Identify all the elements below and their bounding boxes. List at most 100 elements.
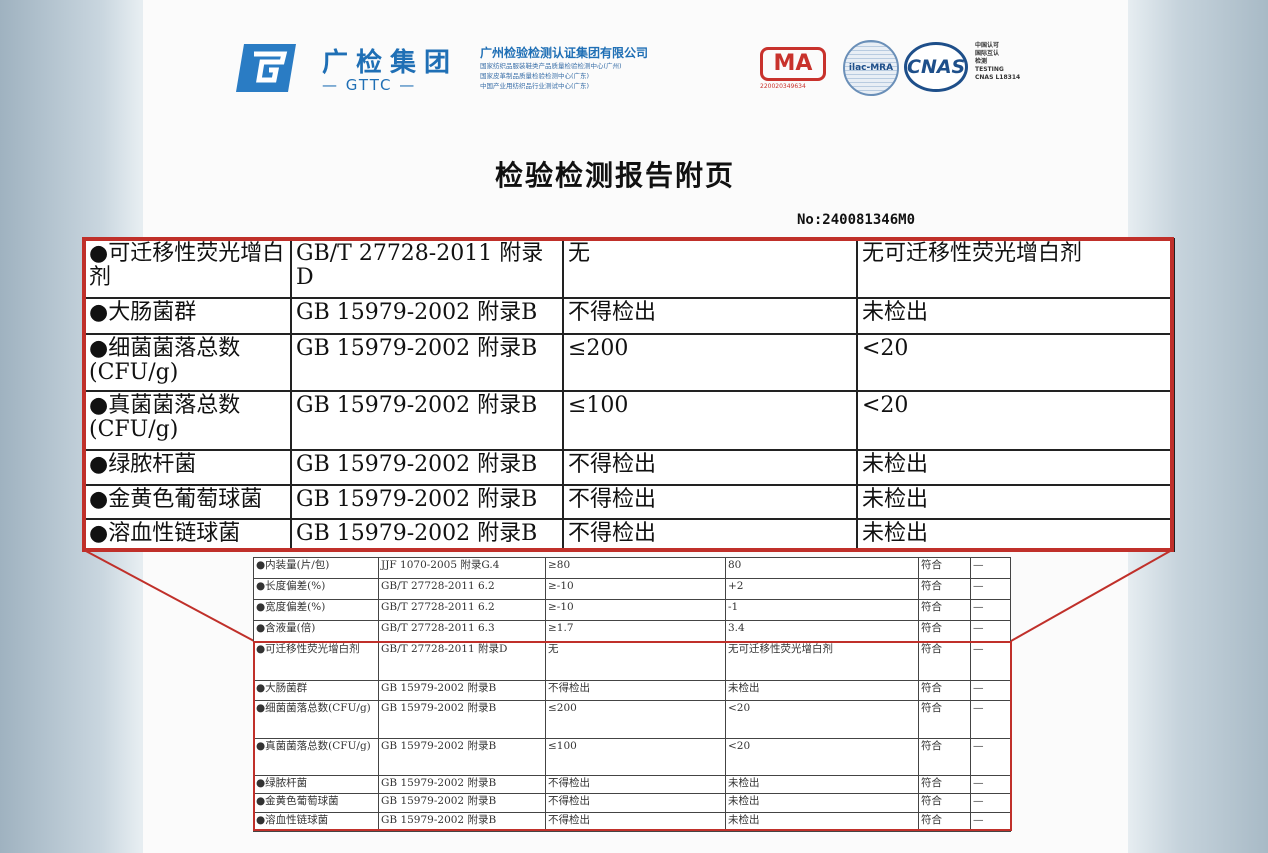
remark-cell: — xyxy=(970,700,1011,739)
item-name-cell: ●绿脓杆菌 xyxy=(83,449,292,486)
test-method-cell: GB 15979-2002 附录B xyxy=(290,390,564,451)
page-title: 检验检测报告附页 xyxy=(494,159,735,192)
result-cell: 80 xyxy=(725,557,919,579)
company-subline: 国家纺织品服装鞋类产品质量检验检测中心(广州) xyxy=(480,62,622,70)
test-method-cell: GB 15979-2002 附录B xyxy=(378,775,546,794)
judgement-cell: 符合 xyxy=(918,700,971,739)
item-name-cell: ●真菌菌落总数(CFU/g) xyxy=(83,390,292,451)
test-method-cell: GB 15979-2002 附录B xyxy=(378,700,546,739)
judgement-cell: 符合 xyxy=(918,578,971,600)
item-name-cell: ●宽度偏差(%) xyxy=(253,599,379,621)
result-cell: 未检出 xyxy=(856,518,1175,552)
requirement-cell: 不得检出 xyxy=(545,775,726,794)
result-cell: -1 xyxy=(725,599,919,621)
zoomed-results-table: ●可迁移性荧光增白剂 GB/T 27728-2011 附录D 无无可迁移性荧光增白剂… xyxy=(83,238,1175,552)
remark-cell: — xyxy=(970,680,1011,701)
item-name-cell: ●可迁移性荧光增白剂 xyxy=(253,641,379,681)
remark-cell: — xyxy=(970,641,1011,681)
requirement-cell: 不得检出 xyxy=(562,484,858,520)
requirement-cell: ≤200 xyxy=(562,333,858,392)
gttc-logo-icon xyxy=(236,44,296,92)
item-name-cell: ●细菌菌落总数(CFU/g) xyxy=(253,700,379,739)
requirement-cell: 不得检出 xyxy=(545,793,726,813)
table-row: ●金黄色葡萄球菌 GB 15979-2002 附录B 不得检出 未检出 xyxy=(83,484,1175,520)
table-row: ●金黄色葡萄球菌 GB 15979-2002 附录B 不得检出 未检出 符合 — xyxy=(253,793,1011,813)
company-subline: 国家皮革制品质量检验检测中心(广东) xyxy=(480,72,590,80)
requirement-cell: ≤100 xyxy=(545,738,726,776)
result-cell: <20 xyxy=(856,333,1175,392)
test-method-cell: GB 15979-2002 附录B xyxy=(290,333,564,392)
cnas-side-text: 中国认可 国际互认 检测 TESTING CNAS L18314 xyxy=(975,42,1021,81)
table-row: ●宽度偏差(%) GB/T 27728-2011 6.2 ≥-10 -1 符合 — xyxy=(253,599,1011,621)
item-name-cell: ●绿脓杆菌 xyxy=(253,775,379,794)
result-cell: 未检出 xyxy=(856,297,1175,335)
remark-cell: — xyxy=(970,775,1011,794)
table-row: ●内装量(片/包) JJF 1070-2005 附录G.4 ≥80 80 符合 — xyxy=(253,557,1011,579)
table-row: ●绿脓杆菌 GB 15979-2002 附录B 不得检出 未检出 xyxy=(83,449,1175,486)
cnas-logo-icon: CNAS xyxy=(904,42,968,92)
test-method-cell: GB/T 27728-2011 6.2 xyxy=(378,578,546,600)
item-name-cell: ●大肠菌群 xyxy=(83,297,292,335)
table-row: ●大肠菌群 GB 15979-2002 附录B 不得检出 未检出 xyxy=(83,297,1175,335)
result-cell: 无可迁移性荧光增白剂 xyxy=(856,238,1175,299)
table-row: ●可迁移性荧光增白剂 GB/T 27728-2011 附录D 无无可迁移性荧光增白剂 xyxy=(83,238,1175,299)
table-row: ●溶血性链球菌 GB 15979-2002 附录B 不得检出 未检出 符合 — xyxy=(253,812,1011,832)
judgement-cell: 符合 xyxy=(918,775,971,794)
requirement-cell: ≤200 xyxy=(545,700,726,739)
test-method-cell: GB 15979-2002 附录B xyxy=(290,297,564,335)
judgement-cell: 符合 xyxy=(918,793,971,813)
test-method-cell: GB 15979-2002 附录B xyxy=(290,484,564,520)
requirement-cell: 无 xyxy=(562,238,858,299)
item-name-cell: ●溶血性链球菌 xyxy=(253,812,379,832)
table-row: ●溶血性链球菌 GB 15979-2002 附录B 不得检出 未检出 xyxy=(83,518,1175,552)
test-method-cell: GB/T 27728-2011 6.2 xyxy=(378,599,546,621)
result-cell: 未检出 xyxy=(725,680,919,701)
requirement-cell: 不得检出 xyxy=(545,680,726,701)
test-method-cell: GB 15979-2002 附录B xyxy=(378,738,546,776)
item-name-cell: ●长度偏差(%) xyxy=(253,578,379,600)
table-row: ●长度偏差(%) GB/T 27728-2011 6.2 ≥-10 +2 符合 — xyxy=(253,578,1011,600)
brand-name: 广检集团 xyxy=(322,48,459,78)
table-row: ●真菌菌落总数(CFU/g) GB 15979-2002 附录B ≤100 <20 符合… xyxy=(253,738,1011,776)
company-subline: 中国产业用纺织品行业测试中心(广东) xyxy=(480,82,590,90)
judgement-cell: 符合 xyxy=(918,641,971,681)
result-cell: +2 xyxy=(725,578,919,600)
table-row: ●绿脓杆菌 GB 15979-2002 附录B 不得检出 未检出 符合 — xyxy=(253,775,1011,794)
requirement-cell: 不得检出 xyxy=(562,449,858,486)
judgement-cell: 符合 xyxy=(918,680,971,701)
judgement-cell: 符合 xyxy=(918,620,971,642)
item-name-cell: ●金黄色葡萄球菌 xyxy=(253,793,379,813)
requirement-cell: ≤100 xyxy=(562,390,858,451)
result-cell: <20 xyxy=(856,390,1175,451)
requirement-cell: ≥-10 xyxy=(545,578,726,600)
result-cell: <20 xyxy=(725,738,919,776)
requirement-cell: ≥-10 xyxy=(545,599,726,621)
test-method-cell: GB 15979-2002 附录B xyxy=(378,680,546,701)
item-name-cell: ●内装量(片/包) xyxy=(253,557,379,579)
remark-cell: — xyxy=(970,793,1011,813)
result-cell: 未检出 xyxy=(856,449,1175,486)
full-results-table: ●内装量(片/包) JJF 1070-2005 附录G.4 ≥80 80 符合 — ●长度偏… xyxy=(253,557,1011,832)
remark-cell: — xyxy=(970,578,1011,600)
remark-cell: — xyxy=(970,812,1011,832)
test-method-cell: GB 15979-2002 附录B xyxy=(378,793,546,813)
report-number: No:240081346M0 xyxy=(797,212,916,228)
cma-seal-icon: MA xyxy=(760,47,826,81)
brand-en: — GTTC — xyxy=(322,76,417,94)
result-cell: 未检出 xyxy=(725,793,919,813)
test-method-cell: GB/T 27728-2011 6.3 xyxy=(378,620,546,642)
requirement-cell: ≥80 xyxy=(545,557,726,579)
item-name-cell: ●含液量(倍) xyxy=(253,620,379,642)
test-method-cell: GB/T 27728-2011 附录D xyxy=(378,641,546,681)
remark-cell: — xyxy=(970,738,1011,776)
result-cell: 未检出 xyxy=(725,775,919,794)
test-method-cell: GB 15979-2002 附录B xyxy=(290,518,564,552)
remark-cell: — xyxy=(970,599,1011,621)
result-cell: 无可迁移性荧光增白剂 xyxy=(725,641,919,681)
result-cell: 未检出 xyxy=(725,812,919,832)
requirement-cell: 不得检出 xyxy=(562,518,858,552)
remark-cell: — xyxy=(970,557,1011,579)
requirement-cell: 无 xyxy=(545,641,726,681)
requirement-cell: 不得检出 xyxy=(562,297,858,335)
table-row: ●大肠菌群 GB 15979-2002 附录B 不得检出 未检出 符合 — xyxy=(253,680,1011,701)
